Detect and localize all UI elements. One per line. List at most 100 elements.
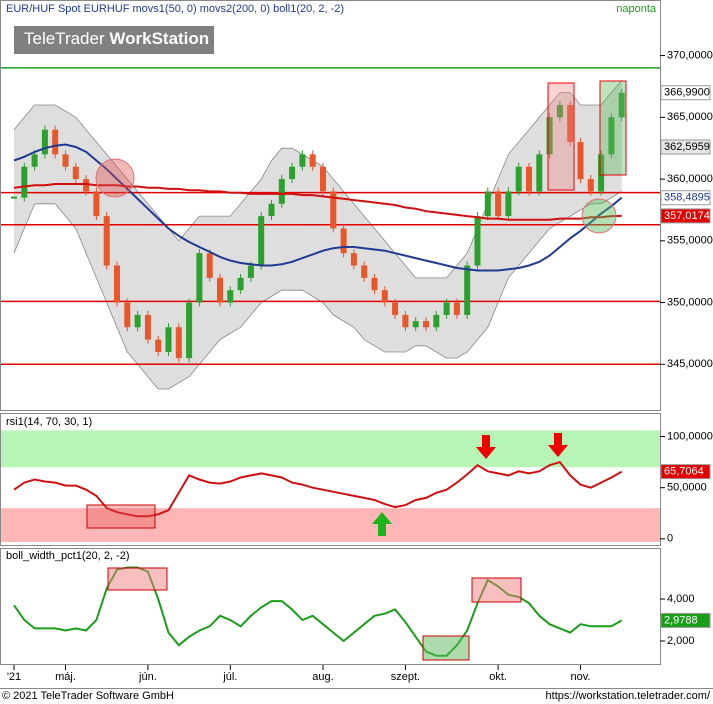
value-badge: [660, 208, 711, 224]
candle: [618, 92, 625, 118]
candle: [567, 104, 574, 143]
candle: [83, 179, 90, 192]
candle: [103, 216, 110, 266]
candle: [72, 166, 79, 180]
candle: [175, 327, 182, 359]
candle: [52, 129, 59, 155]
y-tick-label: 365,0000: [667, 111, 713, 123]
value-badge-label: 2,9788: [664, 614, 698, 626]
x-tick-label: szept.: [391, 671, 420, 683]
candle: [381, 290, 388, 303]
x-tick-label: nov.: [571, 671, 591, 683]
logo-text: WorkStation: [109, 29, 209, 48]
y-tick-label: 0: [667, 533, 673, 545]
candle: [484, 191, 491, 217]
y-tick-label: 360,0000: [667, 173, 713, 185]
x-tick-label: aug.: [312, 671, 333, 683]
copyright: © 2021 TeleTrader Software GmbH: [2, 690, 174, 702]
candle: [320, 166, 326, 192]
candle: [21, 166, 28, 198]
candle: [165, 327, 172, 352]
panel-frame: [0, 0, 661, 411]
plot-layer: 345,0000 350,0000 355,0000 360,0000 365,0000…: [1, 49, 713, 683]
highlight-box: [471, 577, 522, 603]
candle: [443, 302, 450, 315]
candle: [289, 166, 296, 180]
candle: [587, 179, 594, 192]
candle: [536, 154, 543, 192]
down-arrow: [548, 433, 568, 457]
candle: [371, 277, 378, 291]
candle: [474, 216, 481, 266]
value-badge: [660, 464, 711, 480]
candle: [93, 191, 100, 217]
url: https://workstation.teletrader.com/: [546, 690, 711, 702]
logo-box: [14, 26, 214, 54]
x-tick-label: máj.: [55, 671, 76, 683]
chart-title: EUR/HUF Spot EURHUF movs1(50, 0) movs2(2…: [6, 3, 344, 15]
value-badge-label: 65,7064: [664, 466, 704, 478]
candle: [546, 117, 553, 155]
candle: [206, 253, 213, 278]
candle: [402, 314, 409, 328]
candle: [350, 253, 357, 266]
candle: [144, 314, 151, 340]
candle: [278, 179, 285, 204]
candle: [186, 302, 193, 359]
x-tick-label: '21: [7, 671, 21, 683]
candle: [155, 339, 162, 352]
candle: [41, 129, 48, 155]
band-upper: [13, 80, 623, 279]
candle: [134, 314, 141, 328]
y-tick-label: 370,0000: [667, 49, 713, 61]
y-tick-label: 355,0000: [667, 235, 713, 247]
panel-title: rsi1(14, 70, 30, 1): [6, 416, 92, 428]
highlight-box: [547, 82, 575, 191]
candle: [258, 216, 265, 266]
candle: [31, 154, 38, 167]
candle: [526, 166, 532, 192]
candle: [495, 191, 502, 217]
band-lower: [13, 191, 622, 390]
candle: [217, 277, 223, 303]
interval: naponta: [616, 3, 657, 15]
candle: [361, 265, 368, 278]
value-badge-label: 366,9900: [664, 87, 710, 99]
moving-average: [13, 183, 622, 221]
zone: [1, 508, 660, 542]
highlight-box: [107, 567, 168, 591]
x-tick-label: jún.: [138, 671, 157, 683]
y-tick-label: 50,0000: [667, 482, 707, 494]
candle: [433, 314, 440, 328]
candle: [505, 191, 512, 217]
candle: [330, 191, 337, 229]
candle: [598, 154, 605, 192]
candle: [309, 154, 316, 167]
value-badge-label: 362,5959: [664, 141, 710, 153]
y-tick-label: 350,0000: [667, 296, 713, 308]
panel-title: boll_width_pct1(20, 2, -2): [6, 550, 130, 562]
candle: [11, 196, 17, 199]
highlight-circle: [95, 158, 135, 198]
highlight-box: [86, 504, 156, 529]
y-tick-label: 2,000: [667, 635, 695, 647]
highlight-box: [599, 80, 627, 176]
candle: [124, 302, 131, 328]
up-arrow: [372, 512, 392, 536]
x-tick-label: júl.: [222, 671, 237, 683]
candle: [247, 265, 254, 278]
candle: [62, 154, 69, 167]
candle: [392, 302, 399, 315]
highlight-box: [422, 635, 470, 661]
logo: TeleTrader WorkStation: [24, 29, 209, 48]
moving-average: [13, 143, 623, 272]
down-arrow: [476, 435, 496, 459]
candle: [423, 321, 429, 328]
panel-frame: [0, 548, 661, 665]
zone: [1, 430, 660, 468]
logo-text: TeleTrader: [24, 29, 105, 48]
value-badge: [660, 139, 711, 155]
value-badge: [660, 85, 711, 101]
